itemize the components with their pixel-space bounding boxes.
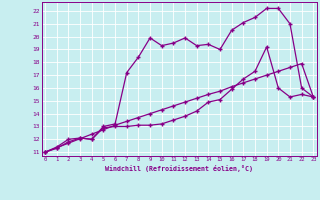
X-axis label: Windchill (Refroidissement éolien,°C): Windchill (Refroidissement éolien,°C) (105, 165, 253, 172)
